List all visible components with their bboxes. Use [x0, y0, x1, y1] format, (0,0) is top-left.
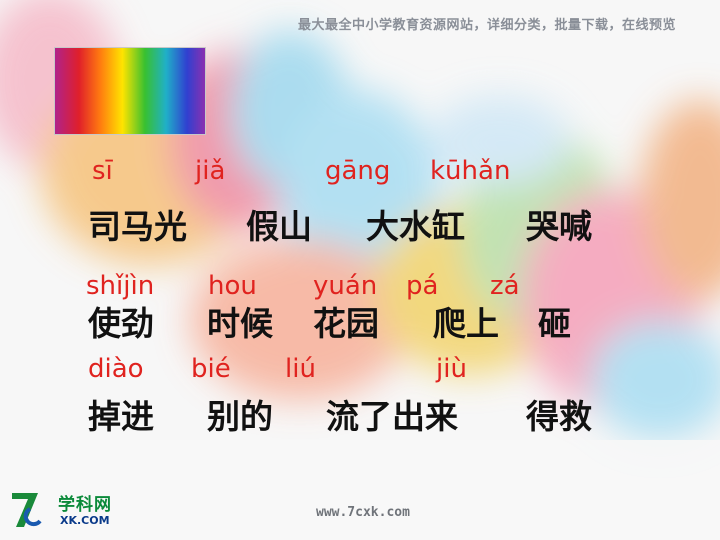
- word-dashuigang: 大水缸: [366, 207, 465, 246]
- word-liulechulai: 流了出来: [326, 397, 458, 436]
- pinyin-za: zá: [490, 271, 520, 301]
- pinyin-kuhan: kūhǎn: [430, 156, 511, 186]
- brand-logo-icon: [12, 493, 42, 527]
- word-pashang: 爬上: [433, 304, 499, 343]
- word-jiashan: 假山: [246, 207, 312, 246]
- rainbow-swatch: [54, 47, 206, 135]
- word-shihou: 时候: [207, 304, 273, 343]
- pinyin-bie: bié: [191, 354, 231, 384]
- pinyin-jiu: jiù: [436, 354, 467, 384]
- pinyin-hou: hou: [208, 271, 257, 301]
- pinyin-shijin: shǐjìn: [86, 271, 155, 301]
- pinyin-liu: liú: [285, 354, 316, 384]
- pinyin-pa: pá: [406, 271, 439, 301]
- word-biede: 别的: [207, 397, 273, 436]
- word-huayuan: 花园: [313, 304, 379, 343]
- word-shijin: 使劲: [88, 304, 154, 343]
- pinyin-gang: gāng: [325, 156, 391, 186]
- pinyin-diao: diào: [88, 354, 144, 384]
- pinyin-jia: jiǎ: [195, 156, 226, 186]
- brand-name: 学科网: [58, 495, 112, 515]
- site-caption: 最大最全中小学教育资源网站，详细分类，批量下载，在线预览: [297, 18, 676, 33]
- word-kuhan: 哭喊: [526, 207, 592, 246]
- pinyin-yuan: yuán: [313, 271, 378, 301]
- word-diaojin: 掉进: [88, 397, 154, 436]
- site-url[interactable]: www.7cxk.com: [316, 505, 410, 520]
- word-dejiu: 得救: [526, 397, 592, 436]
- word-za: 砸: [538, 304, 571, 343]
- pinyin-si: sī: [92, 156, 113, 186]
- word-simaguang: 司马光: [88, 207, 187, 246]
- brand-sub: XK.COM: [60, 514, 110, 527]
